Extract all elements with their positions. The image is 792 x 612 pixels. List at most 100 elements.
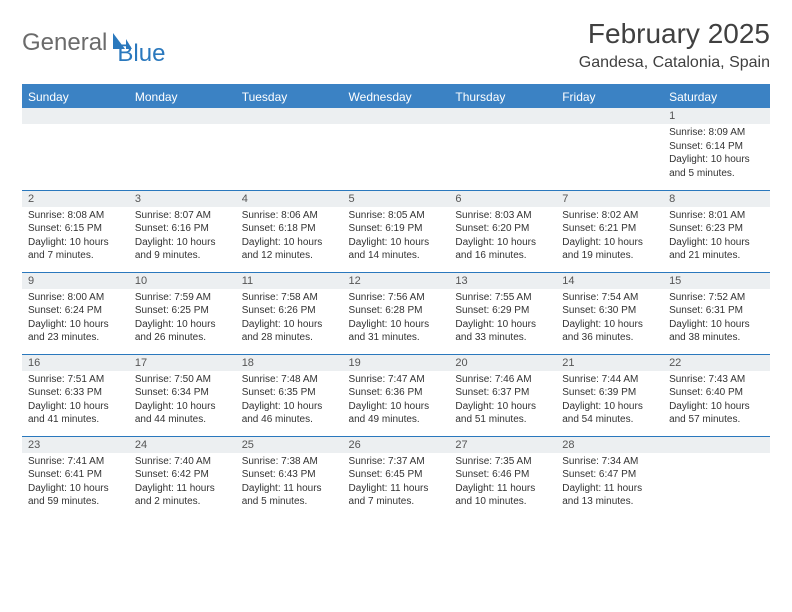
- calendar-day-cell: 12Sunrise: 7:56 AMSunset: 6:28 PMDayligh…: [343, 272, 450, 354]
- day-details: Sunrise: 7:58 AMSunset: 6:26 PMDaylight:…: [236, 289, 343, 349]
- daylight-line: Daylight: 10 hours and 16 minutes.: [455, 236, 550, 263]
- sunset-line: Sunset: 6:47 PM: [562, 468, 657, 482]
- header: General Blue February 2025 Gandesa, Cata…: [22, 18, 770, 72]
- daylight-line: Daylight: 10 hours and 57 minutes.: [669, 400, 764, 427]
- calendar-day-cell: 1Sunrise: 8:09 AMSunset: 6:14 PMDaylight…: [663, 108, 770, 190]
- sunset-line: Sunset: 6:31 PM: [669, 304, 764, 318]
- day-number: 2: [22, 191, 129, 207]
- day-number: 5: [343, 191, 450, 207]
- sunrise-line: Sunrise: 7:38 AM: [242, 455, 337, 469]
- day-details: Sunrise: 7:44 AMSunset: 6:39 PMDaylight:…: [556, 371, 663, 431]
- daylight-line: Daylight: 10 hours and 19 minutes.: [562, 236, 657, 263]
- calendar-day-cell: 21Sunrise: 7:44 AMSunset: 6:39 PMDayligh…: [556, 354, 663, 436]
- sunset-line: Sunset: 6:42 PM: [135, 468, 230, 482]
- daylight-line: Daylight: 10 hours and 5 minutes.: [669, 153, 764, 180]
- day-number: 22: [663, 355, 770, 371]
- sunrise-line: Sunrise: 7:48 AM: [242, 373, 337, 387]
- logo-text-general: General: [22, 29, 107, 57]
- day-number: 27: [449, 437, 556, 453]
- calendar-day-cell: 11Sunrise: 7:58 AMSunset: 6:26 PMDayligh…: [236, 272, 343, 354]
- sunrise-line: Sunrise: 7:43 AM: [669, 373, 764, 387]
- daylight-line: Daylight: 10 hours and 33 minutes.: [455, 318, 550, 345]
- sunset-line: Sunset: 6:36 PM: [349, 386, 444, 400]
- day-details: Sunrise: 8:00 AMSunset: 6:24 PMDaylight:…: [22, 289, 129, 349]
- day-number: 17: [129, 355, 236, 371]
- day-details: Sunrise: 8:07 AMSunset: 6:16 PMDaylight:…: [129, 207, 236, 267]
- day-details: Sunrise: 7:55 AMSunset: 6:29 PMDaylight:…: [449, 289, 556, 349]
- location-text: Gandesa, Catalonia, Spain: [579, 54, 770, 72]
- weekday-header: Friday: [556, 85, 663, 108]
- calendar-day-cell: [663, 436, 770, 518]
- sunset-line: Sunset: 6:15 PM: [28, 222, 123, 236]
- day-details: Sunrise: 7:41 AMSunset: 6:41 PMDaylight:…: [22, 453, 129, 513]
- day-details: Sunrise: 8:05 AMSunset: 6:19 PMDaylight:…: [343, 207, 450, 267]
- sunrise-line: Sunrise: 8:00 AM: [28, 291, 123, 305]
- day-details: Sunrise: 7:35 AMSunset: 6:46 PMDaylight:…: [449, 453, 556, 513]
- calendar-day-cell: [343, 108, 450, 190]
- calendar-day-cell: 5Sunrise: 8:05 AMSunset: 6:19 PMDaylight…: [343, 190, 450, 272]
- day-details: Sunrise: 7:46 AMSunset: 6:37 PMDaylight:…: [449, 371, 556, 431]
- day-number: 25: [236, 437, 343, 453]
- daylight-line: Daylight: 11 hours and 2 minutes.: [135, 482, 230, 509]
- calendar-day-cell: 18Sunrise: 7:48 AMSunset: 6:35 PMDayligh…: [236, 354, 343, 436]
- sunrise-line: Sunrise: 8:07 AM: [135, 209, 230, 223]
- day-number: 13: [449, 273, 556, 289]
- sunrise-line: Sunrise: 8:06 AM: [242, 209, 337, 223]
- sunrise-line: Sunrise: 7:47 AM: [349, 373, 444, 387]
- day-number: 9: [22, 273, 129, 289]
- sunrise-line: Sunrise: 7:37 AM: [349, 455, 444, 469]
- daylight-line: Daylight: 10 hours and 23 minutes.: [28, 318, 123, 345]
- calendar-day-cell: 14Sunrise: 7:54 AMSunset: 6:30 PMDayligh…: [556, 272, 663, 354]
- day-number-bar: [663, 437, 770, 453]
- day-number: 12: [343, 273, 450, 289]
- daylight-line: Daylight: 10 hours and 49 minutes.: [349, 400, 444, 427]
- sunrise-line: Sunrise: 8:09 AM: [669, 126, 764, 140]
- calendar-day-cell: 24Sunrise: 7:40 AMSunset: 6:42 PMDayligh…: [129, 436, 236, 518]
- calendar-day-cell: 22Sunrise: 7:43 AMSunset: 6:40 PMDayligh…: [663, 354, 770, 436]
- day-number: 19: [343, 355, 450, 371]
- calendar-day-cell: 16Sunrise: 7:51 AMSunset: 6:33 PMDayligh…: [22, 354, 129, 436]
- day-number: 28: [556, 437, 663, 453]
- sunset-line: Sunset: 6:20 PM: [455, 222, 550, 236]
- sunrise-line: Sunrise: 7:55 AM: [455, 291, 550, 305]
- sunset-line: Sunset: 6:35 PM: [242, 386, 337, 400]
- weekday-header: Saturday: [663, 85, 770, 108]
- day-number: 7: [556, 191, 663, 207]
- sunset-line: Sunset: 6:29 PM: [455, 304, 550, 318]
- daylight-line: Daylight: 10 hours and 51 minutes.: [455, 400, 550, 427]
- sunrise-line: Sunrise: 8:05 AM: [349, 209, 444, 223]
- daylight-line: Daylight: 10 hours and 26 minutes.: [135, 318, 230, 345]
- day-details: Sunrise: 7:47 AMSunset: 6:36 PMDaylight:…: [343, 371, 450, 431]
- calendar-day-cell: 10Sunrise: 7:59 AMSunset: 6:25 PMDayligh…: [129, 272, 236, 354]
- calendar-day-cell: 19Sunrise: 7:47 AMSunset: 6:36 PMDayligh…: [343, 354, 450, 436]
- day-details: Sunrise: 7:37 AMSunset: 6:45 PMDaylight:…: [343, 453, 450, 513]
- sunset-line: Sunset: 6:14 PM: [669, 140, 764, 154]
- calendar-day-cell: 28Sunrise: 7:34 AMSunset: 6:47 PMDayligh…: [556, 436, 663, 518]
- day-details: Sunrise: 8:09 AMSunset: 6:14 PMDaylight:…: [663, 124, 770, 184]
- sunset-line: Sunset: 6:16 PM: [135, 222, 230, 236]
- logo: General Blue: [22, 18, 165, 68]
- logo-text-blue: Blue: [117, 40, 165, 68]
- day-number: 16: [22, 355, 129, 371]
- day-number: 23: [22, 437, 129, 453]
- day-details: Sunrise: 8:06 AMSunset: 6:18 PMDaylight:…: [236, 207, 343, 267]
- weekday-header: Tuesday: [236, 85, 343, 108]
- daylight-line: Daylight: 10 hours and 12 minutes.: [242, 236, 337, 263]
- daylight-line: Daylight: 10 hours and 28 minutes.: [242, 318, 337, 345]
- daylight-line: Daylight: 11 hours and 13 minutes.: [562, 482, 657, 509]
- sunrise-line: Sunrise: 7:56 AM: [349, 291, 444, 305]
- calendar-body: 1Sunrise: 8:09 AMSunset: 6:14 PMDaylight…: [22, 108, 770, 518]
- day-number-bar: [343, 108, 450, 124]
- sunset-line: Sunset: 6:34 PM: [135, 386, 230, 400]
- day-number: 10: [129, 273, 236, 289]
- day-details: Sunrise: 7:52 AMSunset: 6:31 PMDaylight:…: [663, 289, 770, 349]
- day-number: 1: [663, 108, 770, 124]
- sunset-line: Sunset: 6:25 PM: [135, 304, 230, 318]
- day-details: Sunrise: 7:34 AMSunset: 6:47 PMDaylight:…: [556, 453, 663, 513]
- day-number: 3: [129, 191, 236, 207]
- daylight-line: Daylight: 10 hours and 46 minutes.: [242, 400, 337, 427]
- daylight-line: Daylight: 11 hours and 5 minutes.: [242, 482, 337, 509]
- weekday-header: Wednesday: [343, 85, 450, 108]
- day-number-bar: [236, 108, 343, 124]
- sunrise-line: Sunrise: 8:01 AM: [669, 209, 764, 223]
